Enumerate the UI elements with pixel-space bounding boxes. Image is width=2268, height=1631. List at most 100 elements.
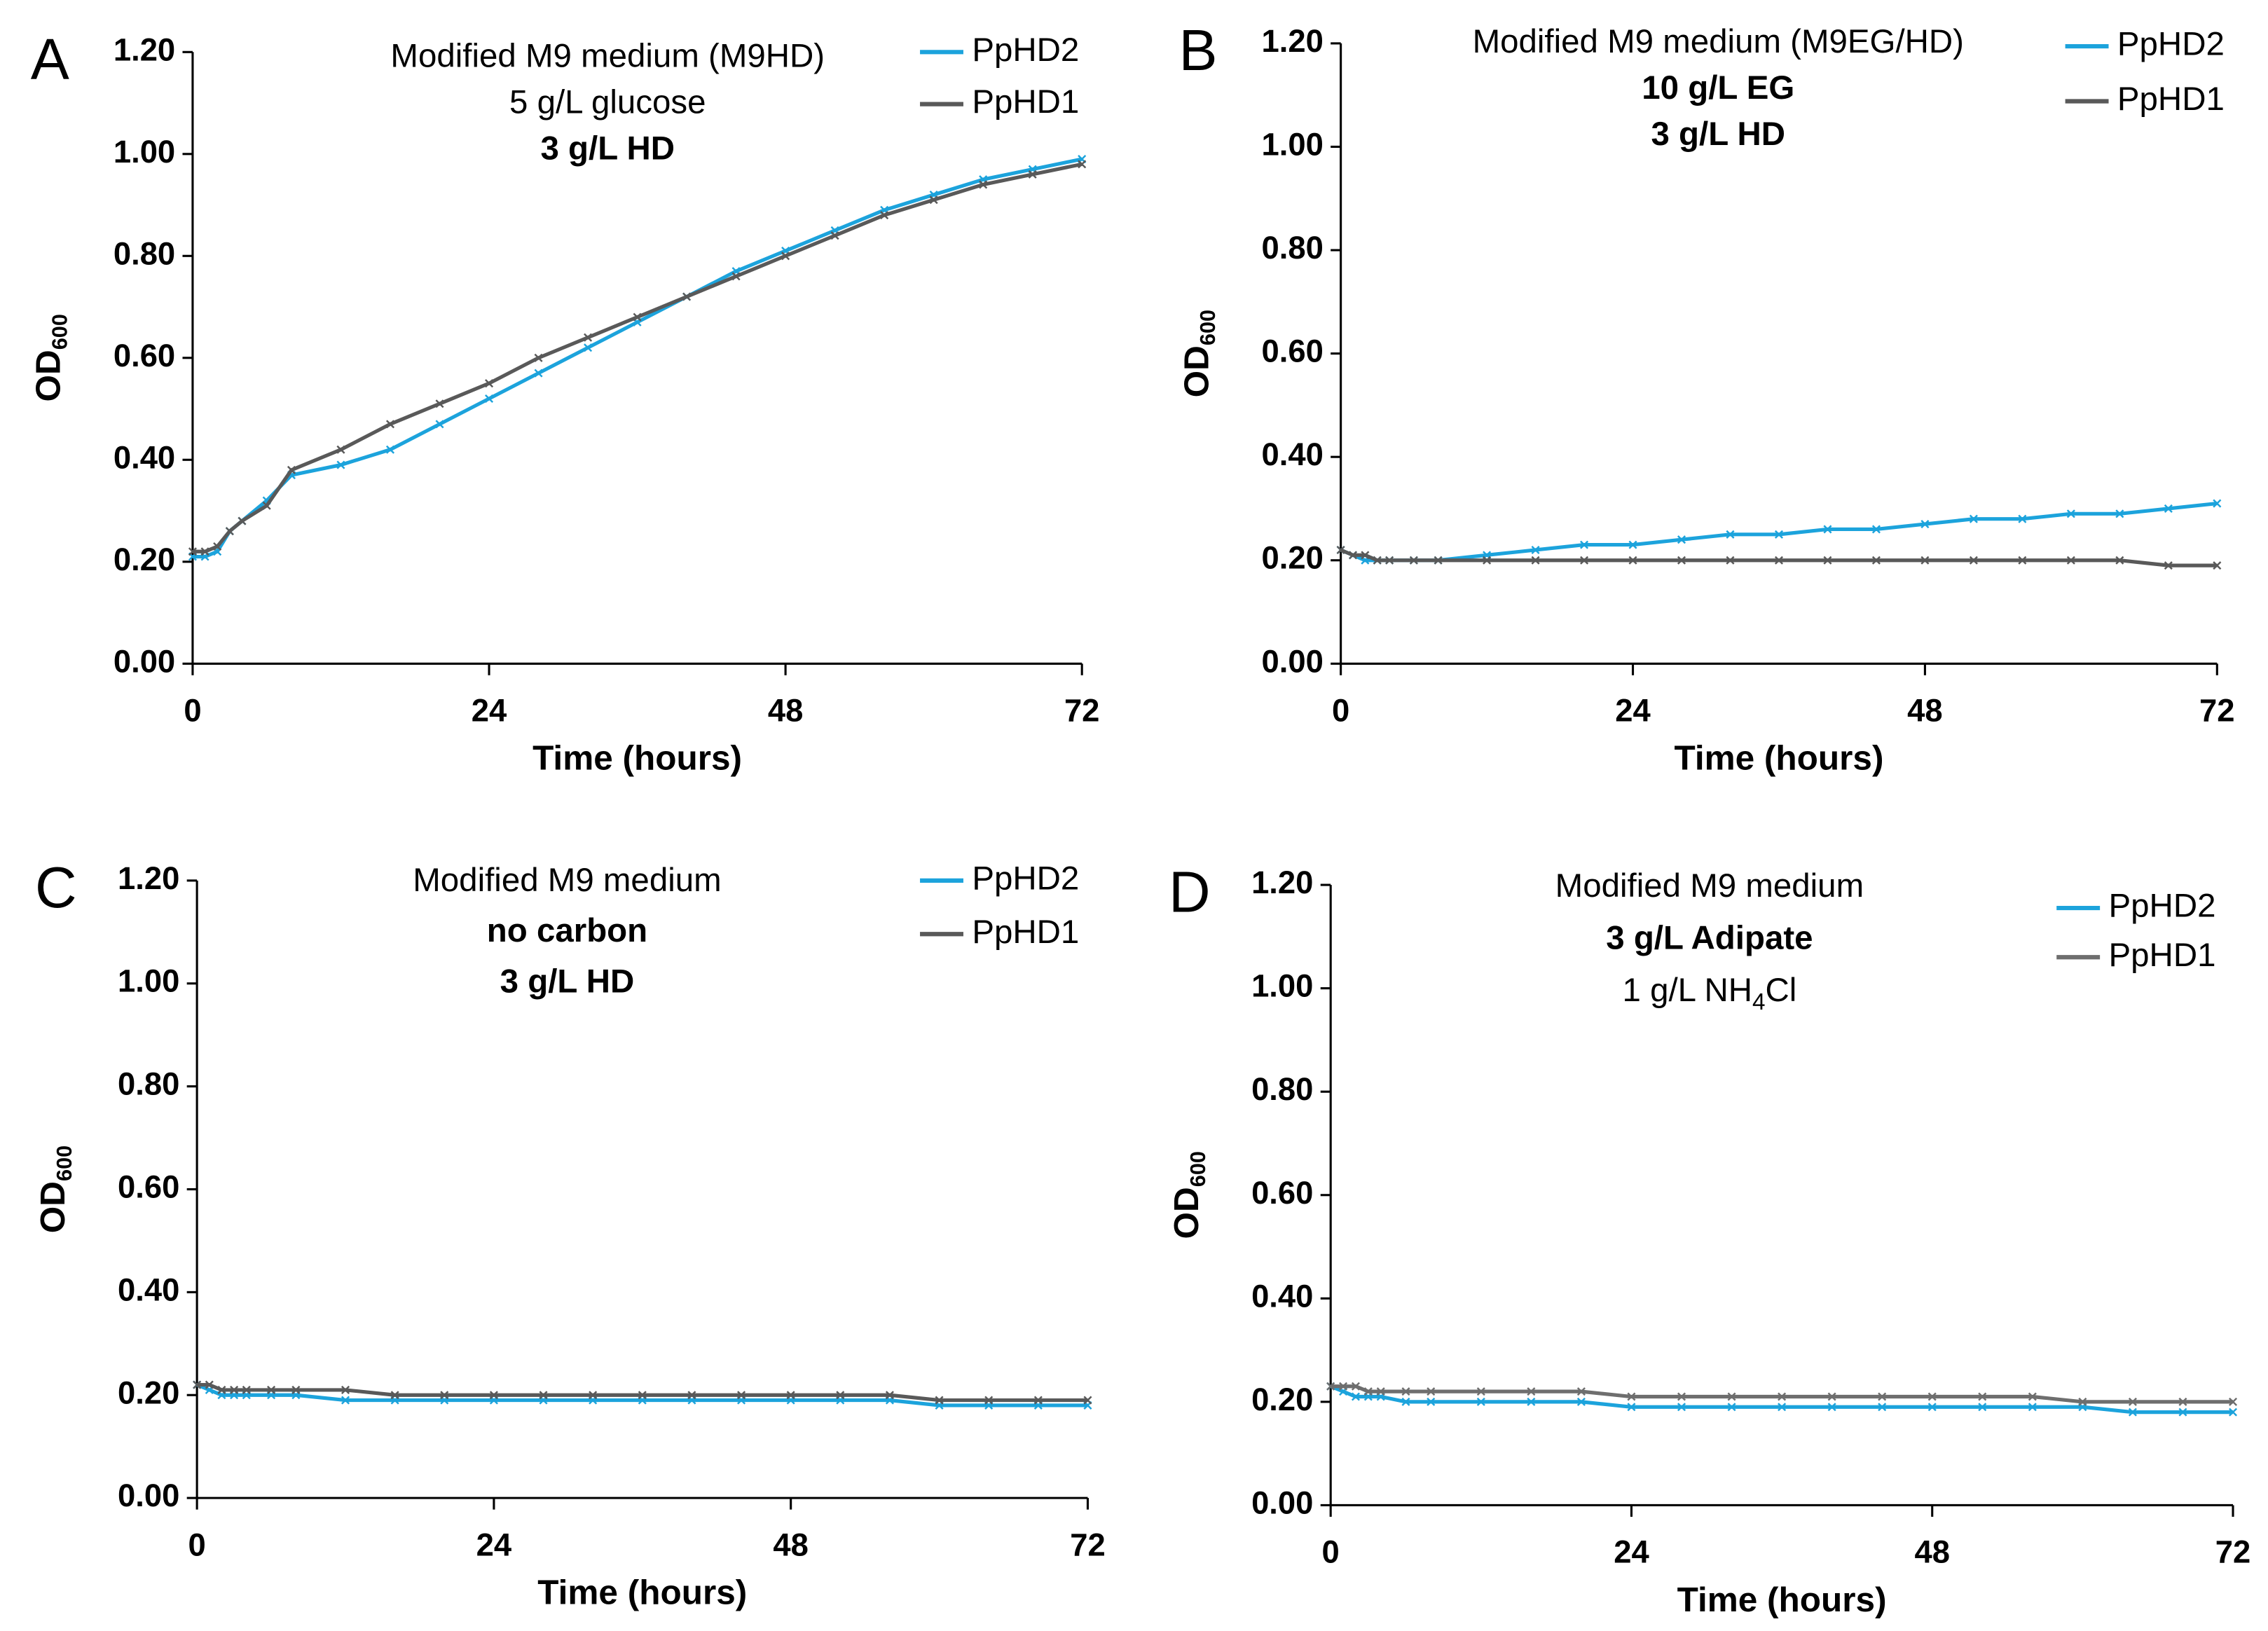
point-marker: [935, 1396, 944, 1405]
point-marker: [230, 1385, 239, 1394]
y-tick-label: 0.00: [1251, 1485, 1313, 1520]
annotation: 3 g/L HD: [540, 130, 675, 167]
point-marker: [1871, 525, 1881, 534]
point-marker: [1028, 170, 1037, 179]
annotation: 3 g/L HD: [1651, 116, 1785, 153]
point-marker: [2213, 499, 2222, 508]
annotation: 5 g/L glucose: [509, 83, 706, 121]
series-line: [1331, 1384, 2234, 1404]
legend-label: PpHD2: [2117, 26, 2225, 63]
point-marker: [1373, 556, 1382, 565]
point-marker: [1726, 530, 1735, 539]
point-marker: [1677, 1403, 1686, 1412]
point-marker: [781, 252, 790, 261]
annotation: Modified M9 medium (M9HD): [390, 37, 825, 74]
point-marker: [2115, 509, 2124, 518]
y-tick-label: 1.00: [118, 963, 179, 999]
y-tick-label: 0.60: [118, 1169, 179, 1205]
point-marker: [1628, 556, 1637, 565]
y-tick-label: 0.40: [114, 439, 175, 475]
legend-label: PpHD1: [972, 914, 1079, 951]
y-tick-label: 0.00: [1262, 643, 1324, 679]
text-run: 1 g/L NH: [1622, 971, 1752, 1008]
point-marker: [341, 1385, 350, 1394]
x-tick-label: 24: [1615, 692, 1651, 728]
point-marker: [2018, 514, 2027, 523]
point-marker: [188, 547, 197, 556]
point-marker: [440, 1391, 449, 1400]
point-marker: [1363, 1387, 1373, 1396]
point-marker: [1401, 1387, 1410, 1396]
legend-label: PpHD2: [2109, 888, 2216, 925]
point-marker: [200, 547, 209, 556]
text-run: OD: [29, 350, 68, 401]
point-marker: [336, 445, 345, 454]
point-marker: [1348, 551, 1358, 560]
y-axis-label: OD600: [29, 314, 72, 401]
panel-letter: C: [35, 855, 77, 920]
point-marker: [217, 1385, 226, 1394]
point-marker: [786, 1391, 795, 1400]
point-marker: [1920, 556, 1930, 565]
text-run: 3 g/L HD: [540, 130, 675, 167]
point-marker: [1576, 1397, 1586, 1406]
point-marker: [1434, 556, 1443, 565]
point-marker: [484, 394, 494, 404]
text-run: 3 g/L HD: [500, 963, 635, 1000]
point-marker: [584, 343, 593, 352]
point-marker: [484, 379, 494, 388]
annotation: Modified M9 medium: [413, 861, 721, 898]
y-tick-label: 1.20: [118, 860, 179, 896]
point-marker: [2213, 561, 2222, 570]
point-marker: [2228, 1408, 2238, 1417]
text-run: 10 g/L EG: [1642, 69, 1794, 106]
point-marker: [1427, 1397, 1436, 1406]
point-marker: [633, 312, 642, 322]
point-marker: [979, 180, 988, 189]
x-axis-label: Time (hours): [1674, 739, 1883, 778]
subscript: 4: [1752, 989, 1766, 1015]
point-marker: [1427, 1387, 1436, 1396]
point-marker: [390, 1391, 399, 1400]
y-tick-label: 0.60: [114, 338, 175, 373]
y-tick-label: 0.80: [1262, 230, 1324, 266]
legend-label: PpHD2: [972, 860, 1079, 897]
text-run: OD: [34, 1181, 72, 1233]
x-tick-label: 72: [1070, 1527, 1106, 1562]
point-marker: [2178, 1397, 2187, 1406]
y-tick-label: 0.60: [1262, 333, 1324, 369]
point-marker: [534, 353, 543, 362]
point-marker: [1351, 1392, 1360, 1401]
point-marker: [2028, 1403, 2037, 1412]
point-marker: [880, 211, 889, 220]
x-tick-label: 72: [2215, 1534, 2251, 1570]
subscript: 600: [48, 314, 72, 350]
point-marker: [1871, 556, 1881, 565]
point-marker: [1978, 1403, 1987, 1412]
point-marker: [225, 527, 234, 536]
point-marker: [1627, 1403, 1636, 1412]
text-run: OD: [1167, 1187, 1206, 1239]
point-marker: [1726, 556, 1735, 565]
point-marker: [1969, 514, 1978, 523]
x-tick-label: 48: [768, 692, 804, 728]
panel-letter: A: [31, 27, 69, 92]
y-tick-label: 0.20: [118, 1375, 179, 1410]
x-tick-label: 0: [184, 692, 201, 728]
series-line: [192, 162, 1083, 553]
subscript: 600: [1185, 1151, 1210, 1187]
point-marker: [1677, 1392, 1686, 1401]
text-run: Modified M9 medium: [413, 861, 721, 898]
point-marker: [1083, 1396, 1092, 1405]
text-run: 5 g/L glucose: [509, 83, 706, 121]
point-marker: [1339, 1382, 1348, 1391]
annotation: 3 g/L HD: [500, 963, 635, 1000]
point-marker: [1627, 1392, 1636, 1401]
point-marker: [1483, 556, 1492, 565]
point-marker: [682, 292, 692, 301]
text-run: Modified M9 medium: [1555, 867, 1864, 904]
point-marker: [1401, 1397, 1410, 1406]
point-marker: [2164, 504, 2173, 513]
point-marker: [1969, 556, 1978, 565]
point-marker: [929, 195, 938, 205]
